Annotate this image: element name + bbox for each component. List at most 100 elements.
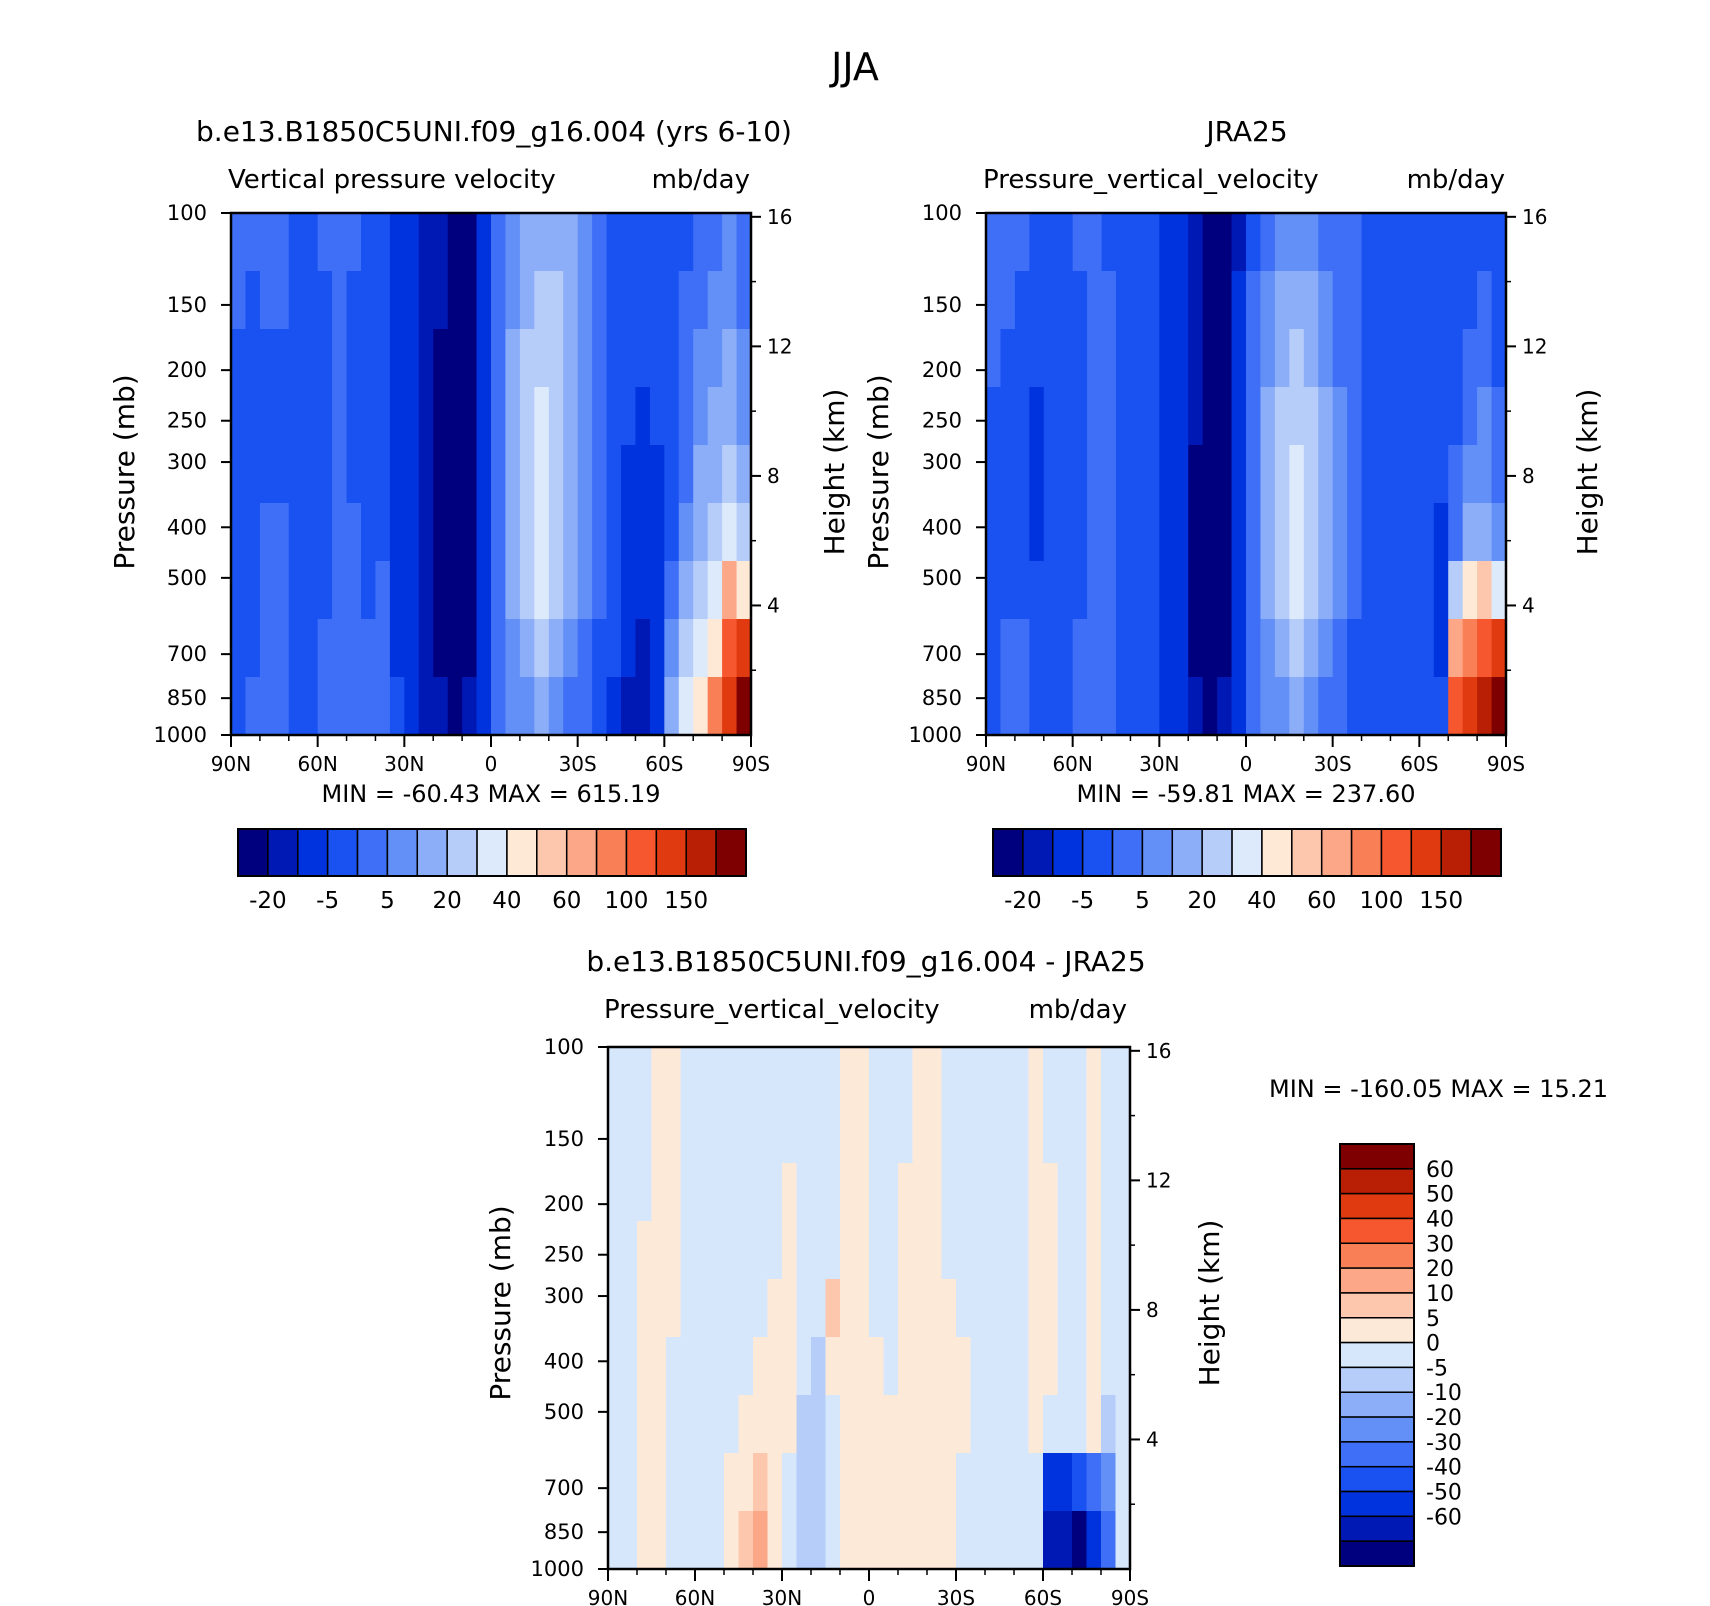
field-cell: [389, 329, 405, 388]
field-cell: [854, 1395, 870, 1454]
field-cell: [447, 619, 463, 678]
field-cell: [418, 213, 434, 272]
field-cell: [418, 503, 434, 562]
field-cell: [447, 387, 463, 446]
field-cell: [1231, 329, 1247, 388]
field-cell: [651, 1511, 667, 1569]
field-cell: [664, 329, 680, 388]
field-cell: [985, 1453, 1001, 1512]
field-cell: [1087, 213, 1103, 272]
field-cell: [869, 1279, 885, 1338]
field-cell: [375, 329, 391, 388]
field-cell: [519, 503, 535, 562]
field-cell: [635, 503, 651, 562]
field-cell: [637, 1163, 653, 1222]
field-cell: [505, 619, 521, 678]
field-cell: [1116, 387, 1132, 446]
field-cell: [1173, 503, 1189, 562]
pressure-tick-label: 250: [167, 409, 207, 433]
colorbar-box: [356, 828, 389, 877]
field-cell: [1332, 561, 1348, 620]
pressure-tick-label: 200: [167, 358, 207, 382]
field-cell: [548, 329, 564, 388]
field-cell: [1144, 619, 1160, 678]
field-cell: [622, 1279, 638, 1338]
field-cell: [1491, 561, 1506, 620]
field-cell: [796, 1105, 812, 1164]
field-cell: [608, 1337, 624, 1396]
field-cell: [519, 619, 535, 678]
field-cell: [1376, 387, 1392, 446]
field-cell: [404, 677, 420, 735]
field-cell: [1347, 619, 1363, 678]
field-cell: [869, 1221, 885, 1280]
field-cell: [912, 1279, 928, 1338]
field-cell: [1087, 561, 1103, 620]
field-cell: [651, 1047, 667, 1106]
field-cell: [245, 271, 261, 330]
field-cell: [548, 445, 564, 504]
latitude-tick-label: 30N: [762, 1586, 802, 1606]
field-cell: [491, 619, 507, 678]
field-cell: [259, 213, 275, 272]
field-cell: [1072, 271, 1088, 330]
field-cell: [1491, 677, 1506, 735]
field-cell: [375, 619, 391, 678]
field-cell: [1173, 561, 1189, 620]
panel-model-ylabel: Pressure (mb): [108, 374, 141, 569]
panel-model: b.e13.B1850C5UNI.f09_g16.004 (yrs 6-10) …: [108, 115, 851, 914]
field-cell: [1274, 561, 1290, 620]
field-cell: [1029, 677, 1045, 735]
field-cell: [577, 387, 593, 446]
field-cell: [1491, 387, 1506, 446]
field-cell: [736, 329, 751, 388]
field-cell: [404, 503, 420, 562]
field-cell: [782, 1105, 798, 1164]
colorbar-box: [267, 828, 299, 877]
field-cell: [1318, 503, 1334, 562]
field-cell: [854, 1221, 870, 1280]
field-cell: [999, 1453, 1015, 1512]
field-cell: [288, 271, 304, 330]
colorbar-box: [1261, 828, 1293, 877]
latitude-tick-label: 60S: [1400, 752, 1438, 776]
field-cell: [1014, 1279, 1030, 1338]
field-cell: [621, 503, 637, 562]
field-cell: [970, 1511, 986, 1569]
field-cell: [1188, 445, 1204, 504]
field-cell: [389, 677, 405, 735]
field-cell: [476, 677, 492, 735]
field-cell: [927, 1163, 943, 1222]
colorbar-label: -20: [1426, 1406, 1462, 1431]
field-cell: [1433, 387, 1449, 446]
field-cell: [1303, 677, 1319, 735]
field-cell: [912, 1221, 928, 1280]
field-cell: [404, 329, 420, 388]
field-cell: [753, 1047, 769, 1106]
pressure-tick-label: 400: [922, 515, 962, 539]
colorbar-label: 5: [380, 888, 395, 914]
colorbar-label: 10: [1426, 1282, 1454, 1307]
pressure-tick-label: 100: [167, 201, 207, 225]
field-cell: [695, 1105, 711, 1164]
field-cell: [1043, 1047, 1059, 1106]
field-cell: [985, 1047, 1001, 1106]
field-cell: [1303, 329, 1319, 388]
field-cell: [840, 1337, 856, 1396]
field-cell: [1188, 387, 1204, 446]
colorbar-label: 50: [1426, 1183, 1454, 1208]
field-cell: [738, 1395, 754, 1454]
latitude-tick-label: 90S: [1111, 1586, 1149, 1606]
field-cell: [274, 677, 290, 735]
colorbar-box: [565, 828, 598, 877]
field-cell: [767, 1395, 783, 1454]
field-cell: [1462, 213, 1478, 272]
field-cell: [1332, 619, 1348, 678]
field-cell: [1404, 503, 1420, 562]
panel-obs-ylabel-right: Height (km): [1571, 389, 1604, 556]
field-cell: [1116, 213, 1132, 272]
field-cell: [1376, 503, 1392, 562]
field-cell: [1144, 561, 1160, 620]
field-cell: [1404, 271, 1420, 330]
field-cell: [1448, 561, 1464, 620]
